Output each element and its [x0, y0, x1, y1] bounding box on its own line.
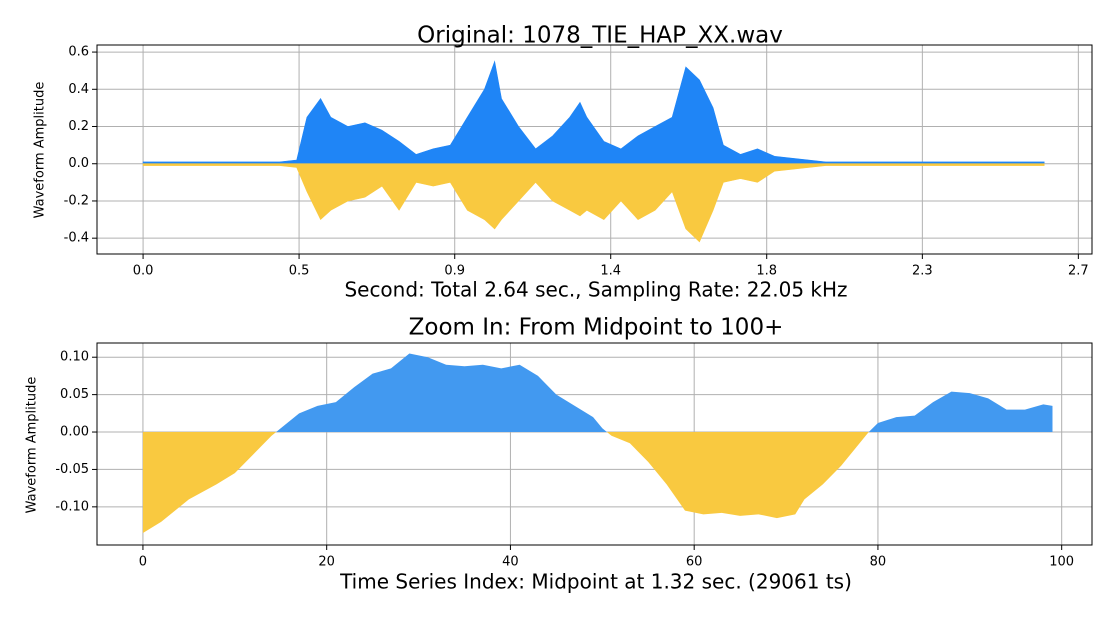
x-tick-label: 2.3 — [912, 264, 933, 279]
waveform-area — [142, 163, 1045, 243]
x-tick-label: 80 — [870, 555, 887, 570]
x-tick-label: 60 — [686, 555, 703, 570]
positive-area — [276, 353, 1053, 433]
chart-title: Zoom In: From Midpoint to 100+ — [409, 315, 784, 341]
x-tick-label: 100 — [1049, 555, 1074, 570]
y-tick-label: 0.05 — [60, 387, 89, 402]
negative-area — [142, 432, 1053, 534]
x-tick-label: 0 — [139, 555, 147, 570]
plot: 0 20 40 60 80 100 -0.10 -0.05 0.00 0.05 0.10 — [55, 342, 1093, 570]
axes-frame — [96, 44, 1093, 255]
plot: 0.0 0.5 0.9 1.4 1.8 2.3 2.7 -0.4 -0.2 0.0 0.2 0.4 0.… — [64, 44, 1093, 279]
waveform-area — [142, 60, 1045, 165]
x-tick-label: 0.5 — [289, 264, 310, 279]
y-axis-label: Waveform Amplitude — [33, 82, 48, 219]
y-tick-label: 0.10 — [60, 350, 89, 365]
x-tick-label: 1.8 — [756, 264, 777, 279]
x-axis-label: Second: Total 2.64 sec., Sampling Rate: … — [344, 278, 847, 302]
y-tick-label: -0.2 — [64, 193, 89, 208]
x-tick-label: 2.7 — [1068, 264, 1089, 279]
y-tick-label: 0.0 — [68, 156, 89, 171]
x-tick-label: 40 — [502, 555, 519, 570]
x-tick-label: 1.4 — [600, 264, 621, 279]
y-tick-label: -0.05 — [55, 462, 89, 477]
y-tick-label: 0.00 — [60, 425, 89, 440]
y-tick-label: -0.10 — [55, 499, 89, 514]
y-tick-label: 0.4 — [68, 82, 89, 97]
x-axis-label: Time Series Index: Midpoint at 1.32 sec.… — [339, 570, 852, 594]
y-axis-label: Waveform Amplitude — [25, 377, 40, 514]
x-tick-label: 0.0 — [133, 264, 154, 279]
x-tick-label: 20 — [318, 555, 335, 570]
chart-title: Original: 1078_TIE_HAP_XX.wav — [417, 23, 783, 49]
y-tick-label: 0.6 — [68, 45, 89, 60]
axes-frame — [96, 342, 1093, 546]
y-tick-label: -0.4 — [64, 231, 89, 246]
y-tick-label: 0.2 — [68, 119, 89, 134]
x-tick-label: 0.9 — [444, 264, 465, 279]
